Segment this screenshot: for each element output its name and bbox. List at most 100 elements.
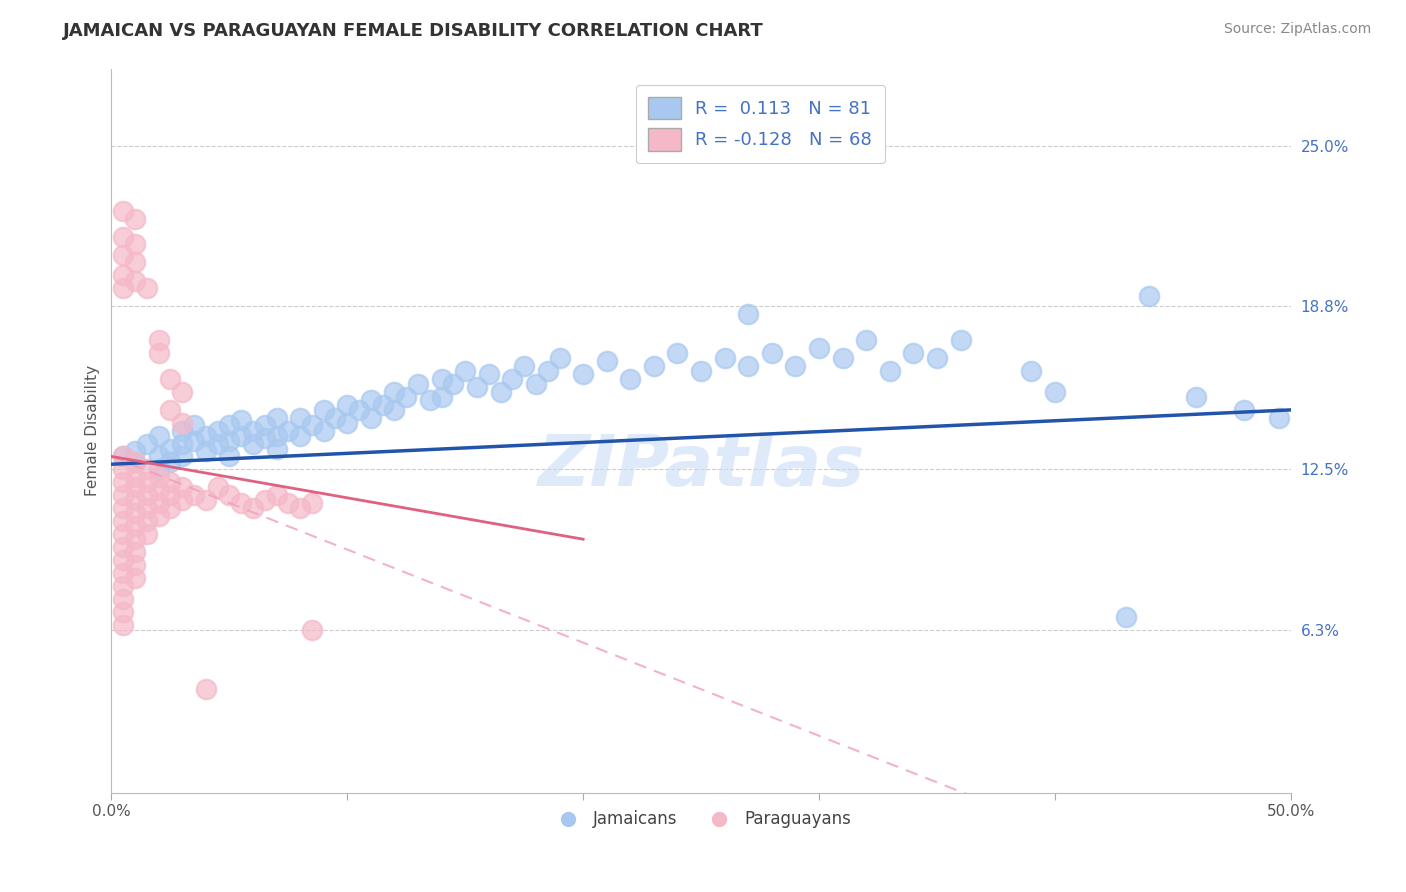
Point <box>148 450 170 464</box>
Point <box>478 367 501 381</box>
Point <box>148 462 170 476</box>
Point <box>159 442 181 456</box>
Point <box>1185 390 1208 404</box>
Point <box>112 229 135 244</box>
Point <box>441 377 464 392</box>
Point <box>135 281 157 295</box>
Point <box>1043 384 1066 399</box>
Point <box>112 450 135 464</box>
Point <box>266 410 288 425</box>
Point <box>336 416 359 430</box>
Point <box>194 493 217 508</box>
Point <box>218 450 240 464</box>
Point <box>266 429 288 443</box>
Point <box>277 496 299 510</box>
Point <box>112 591 135 606</box>
Point <box>430 390 453 404</box>
Point <box>135 436 157 450</box>
Point <box>879 364 901 378</box>
Point <box>194 444 217 458</box>
Point <box>1019 364 1042 378</box>
Point <box>135 488 157 502</box>
Point <box>1137 289 1160 303</box>
Point <box>347 403 370 417</box>
Point <box>112 203 135 218</box>
Point <box>288 429 311 443</box>
Point <box>808 341 831 355</box>
Point <box>124 481 146 495</box>
Point <box>761 346 783 360</box>
Point <box>360 410 382 425</box>
Point <box>135 462 157 476</box>
Point <box>159 501 181 516</box>
Point <box>112 475 135 490</box>
Point <box>231 429 253 443</box>
Point <box>172 384 194 399</box>
Point <box>218 488 240 502</box>
Text: JAMAICAN VS PARAGUAYAN FEMALE DISABILITY CORRELATION CHART: JAMAICAN VS PARAGUAYAN FEMALE DISABILITY… <box>63 22 763 40</box>
Point <box>112 617 135 632</box>
Point <box>112 527 135 541</box>
Point <box>266 442 288 456</box>
Point <box>183 418 205 433</box>
Point <box>112 462 135 476</box>
Point <box>713 351 735 366</box>
Point <box>489 384 512 399</box>
Point <box>124 470 146 484</box>
Point <box>124 558 146 572</box>
Point <box>537 364 560 378</box>
Point <box>312 424 335 438</box>
Point <box>124 571 146 585</box>
Point <box>548 351 571 366</box>
Point <box>242 424 264 438</box>
Point <box>301 496 323 510</box>
Point <box>112 501 135 516</box>
Point <box>159 372 181 386</box>
Point <box>112 540 135 554</box>
Point <box>148 333 170 347</box>
Point <box>903 346 925 360</box>
Point <box>148 470 170 484</box>
Point <box>135 514 157 528</box>
Point <box>831 351 853 366</box>
Point <box>925 351 948 366</box>
Point <box>112 248 135 262</box>
Point <box>465 379 488 393</box>
Point <box>253 493 276 508</box>
Point <box>194 682 217 697</box>
Point <box>172 416 194 430</box>
Point <box>207 436 229 450</box>
Point <box>336 398 359 412</box>
Point <box>1268 410 1291 425</box>
Point <box>242 501 264 516</box>
Point <box>288 410 311 425</box>
Point <box>360 392 382 407</box>
Point <box>124 444 146 458</box>
Point <box>454 364 477 378</box>
Point <box>737 359 759 373</box>
Text: ZIPatlas: ZIPatlas <box>537 433 865 501</box>
Point <box>855 333 877 347</box>
Point <box>207 424 229 438</box>
Point <box>266 488 288 502</box>
Point <box>253 431 276 445</box>
Point <box>643 359 665 373</box>
Point <box>124 455 146 469</box>
Point <box>124 255 146 269</box>
Point <box>619 372 641 386</box>
Point <box>172 450 194 464</box>
Point <box>112 566 135 580</box>
Point <box>277 424 299 438</box>
Point <box>112 579 135 593</box>
Point <box>124 532 146 546</box>
Point <box>124 274 146 288</box>
Point <box>124 519 146 533</box>
Point <box>172 481 194 495</box>
Point <box>218 418 240 433</box>
Point <box>172 436 194 450</box>
Point <box>148 508 170 523</box>
Point <box>231 413 253 427</box>
Point <box>501 372 523 386</box>
Point <box>207 481 229 495</box>
Point <box>112 605 135 619</box>
